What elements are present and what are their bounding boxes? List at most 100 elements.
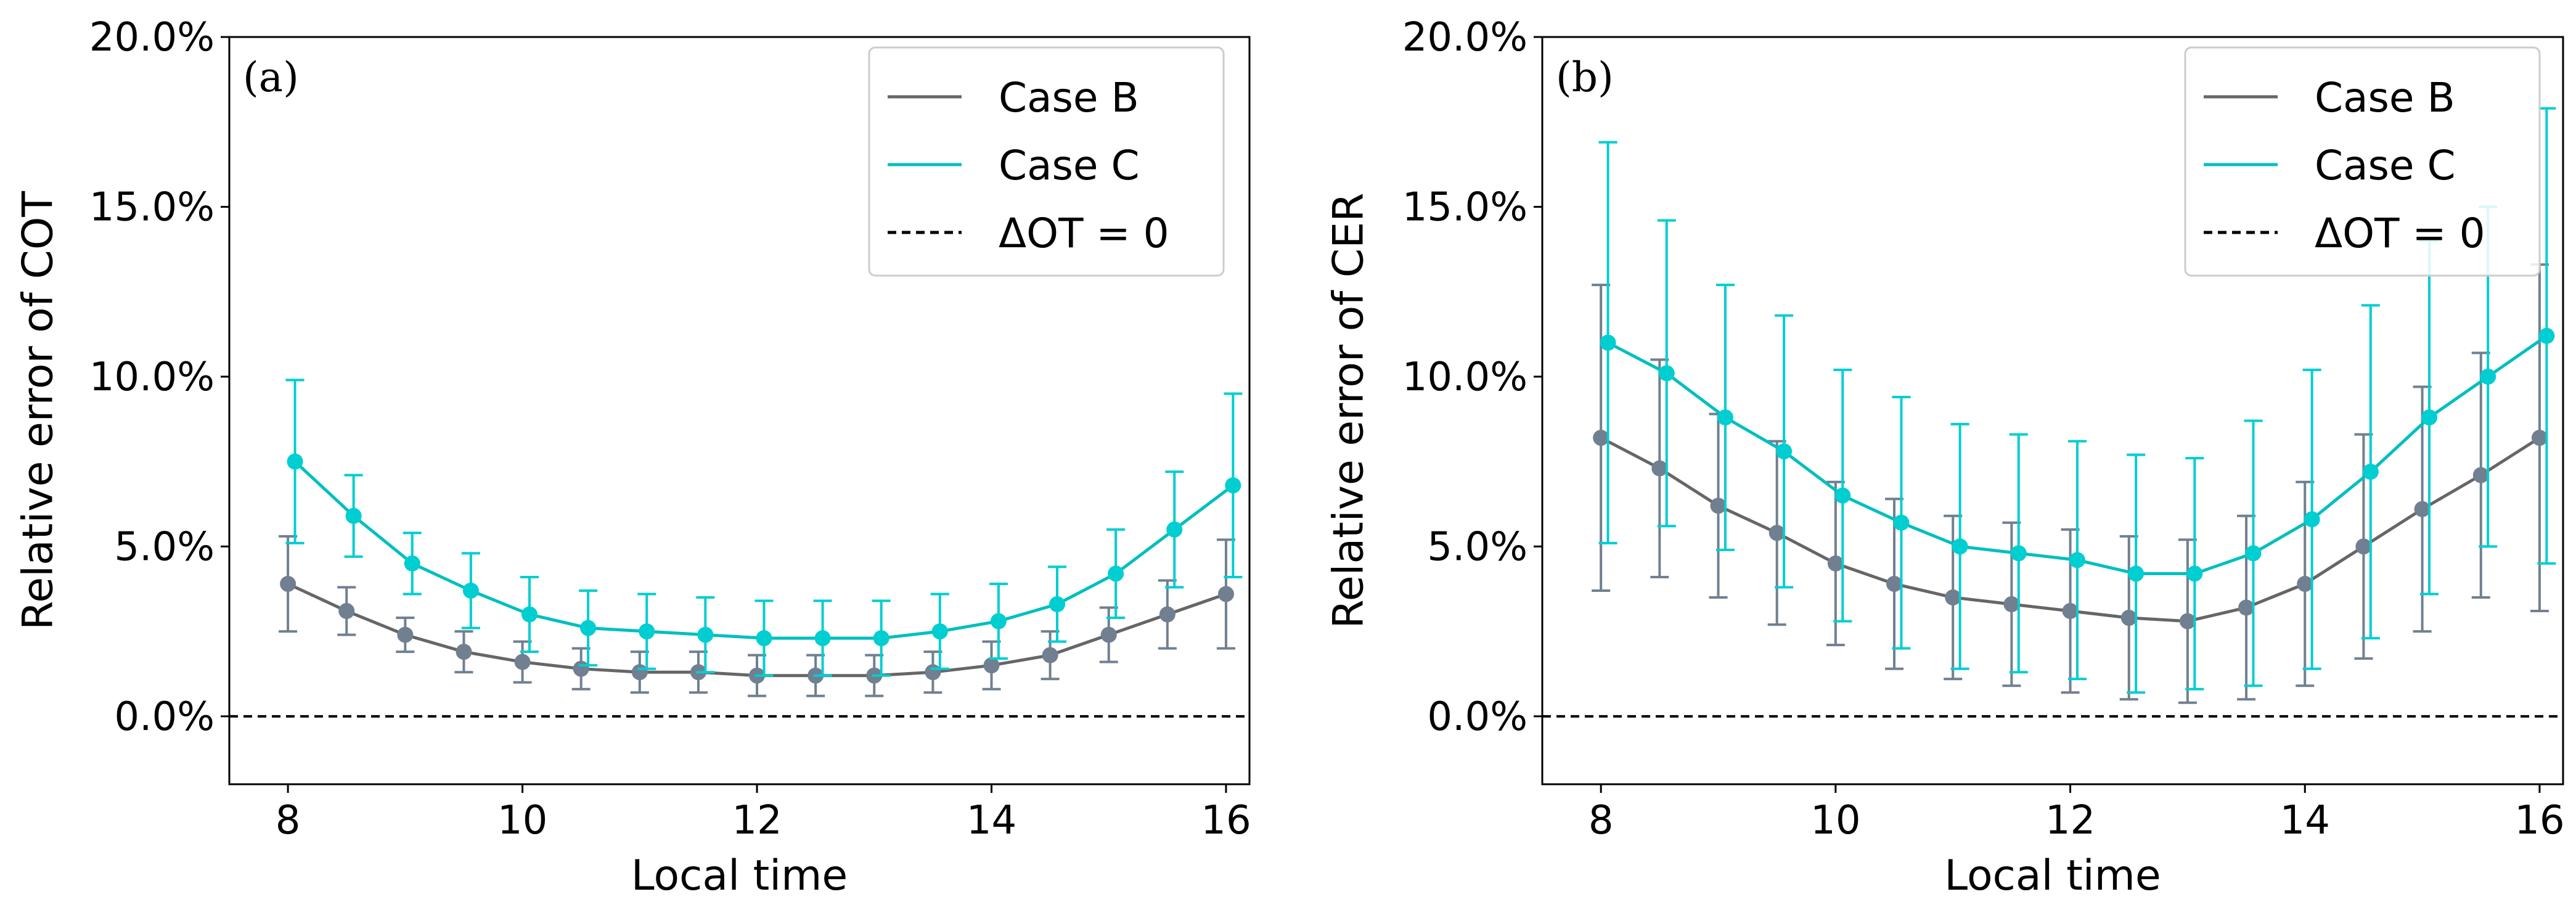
data-point <box>2538 327 2555 344</box>
data-point <box>2003 596 2020 613</box>
data-point <box>1834 487 1851 504</box>
y-tick-label: 15.0% <box>1402 184 1527 230</box>
data-point <box>1768 525 1785 541</box>
y-tick-label: 20.0% <box>1402 15 1527 60</box>
data-point <box>397 626 414 643</box>
data-point <box>2414 501 2431 517</box>
y-axis-label: Relative error of CER <box>1325 193 1373 629</box>
legend-label: ΔOT = 0 <box>999 210 1169 257</box>
data-point <box>287 453 303 470</box>
data-point <box>456 644 472 660</box>
series-case-c <box>285 379 1243 677</box>
data-point <box>1710 498 1727 514</box>
data-point <box>2186 565 2203 582</box>
data-point <box>631 664 648 681</box>
x-tick-label: 10 <box>497 798 547 843</box>
x-axis-label: Local time <box>1944 851 2161 900</box>
legend: Case B Case C ΔOT = 0 <box>2184 46 2541 277</box>
y-tick-label: 0.0% <box>114 694 215 740</box>
data-point <box>1658 365 1675 382</box>
legend-label: Case B <box>2315 74 2455 121</box>
data-point <box>697 626 714 643</box>
data-point <box>983 657 1000 674</box>
data-point <box>2421 409 2438 426</box>
data-point <box>1600 334 1616 351</box>
data-point <box>1593 430 1609 446</box>
data-point <box>521 606 538 623</box>
x-tick-label: 16 <box>1201 798 1251 843</box>
data-point <box>2010 545 2027 562</box>
data-point <box>2480 368 2496 385</box>
data-point <box>1225 477 1241 494</box>
x-tick-label: 12 <box>732 798 782 843</box>
data-point <box>1108 565 1124 582</box>
data-point <box>1886 575 1903 592</box>
legend-box <box>2184 46 2541 277</box>
y-tick-label: 15.0% <box>89 184 215 230</box>
data-point <box>873 630 889 647</box>
data-point <box>573 660 589 677</box>
legend-box <box>868 46 1225 277</box>
legend-label: Case C <box>999 142 1140 189</box>
data-point <box>345 507 362 524</box>
data-point <box>338 603 355 620</box>
data-point <box>580 620 597 636</box>
data-point <box>756 630 772 647</box>
x-tick-label: 16 <box>2514 798 2564 843</box>
data-point <box>404 555 420 572</box>
y-tick-label: 10.0% <box>1402 355 1527 400</box>
data-point <box>990 613 1007 629</box>
data-point <box>1100 626 1117 643</box>
data-point <box>2362 464 2379 480</box>
y-axis-label: Relative error of COT <box>14 191 63 630</box>
data-point <box>2472 467 2489 483</box>
data-point <box>814 630 831 647</box>
data-point <box>514 654 531 670</box>
data-point <box>2245 545 2262 562</box>
x-tick-label: 8 <box>276 798 301 843</box>
data-point <box>925 664 941 681</box>
data-point <box>462 582 479 599</box>
x-tick-label: 8 <box>1589 798 1614 843</box>
x-tick-label: 12 <box>2045 798 2095 843</box>
data-point <box>2238 599 2255 616</box>
data-point <box>2355 538 2372 555</box>
legend-label: Case C <box>2315 142 2456 189</box>
data-point <box>2297 575 2313 592</box>
panel-label: (b) <box>1556 54 1614 101</box>
data-point <box>1717 409 1733 426</box>
legend: Case B Case C ΔOT = 0 <box>868 46 1225 277</box>
y-tick-label: 5.0% <box>1427 524 1527 570</box>
x-tick-label: 14 <box>967 798 1016 843</box>
y-tick-label: 10.0% <box>89 355 215 400</box>
data-point <box>1952 538 1968 555</box>
data-point <box>931 623 948 640</box>
data-point <box>2179 613 2196 629</box>
panel-a: 0.0% 5.0% 10.0% 15.0% 20.0% 8 10 12 14 16 Local ti… <box>14 15 1251 900</box>
data-point <box>1159 606 1176 623</box>
data-point <box>280 575 296 592</box>
panel-b: 0.0% 5.0% 10.0% 15.0% 20.0% 8 10 12 14 16 Local ti… <box>1325 15 2565 900</box>
data-point <box>1042 647 1058 663</box>
data-point <box>1651 460 1668 477</box>
data-point <box>1776 443 1793 460</box>
data-point <box>2120 610 2137 626</box>
data-point <box>2304 511 2320 528</box>
legend-label: Case B <box>999 74 1139 121</box>
panel-label: (a) <box>243 54 299 101</box>
data-point <box>2062 603 2079 620</box>
x-tick-label: 10 <box>1810 798 1860 843</box>
x-axis-label: Local time <box>631 851 848 900</box>
data-point <box>2531 430 2548 446</box>
data-point <box>2128 565 2145 582</box>
data-point <box>1827 555 1844 572</box>
legend-label: ΔOT = 0 <box>2315 210 2485 257</box>
y-tick-label: 0.0% <box>1427 694 1527 740</box>
data-point <box>1893 514 1910 531</box>
data-point <box>1217 586 1234 602</box>
data-point <box>1166 521 1183 538</box>
data-point <box>2069 552 2085 568</box>
y-tick-label: 5.0% <box>114 524 215 570</box>
data-point <box>1049 596 1066 613</box>
